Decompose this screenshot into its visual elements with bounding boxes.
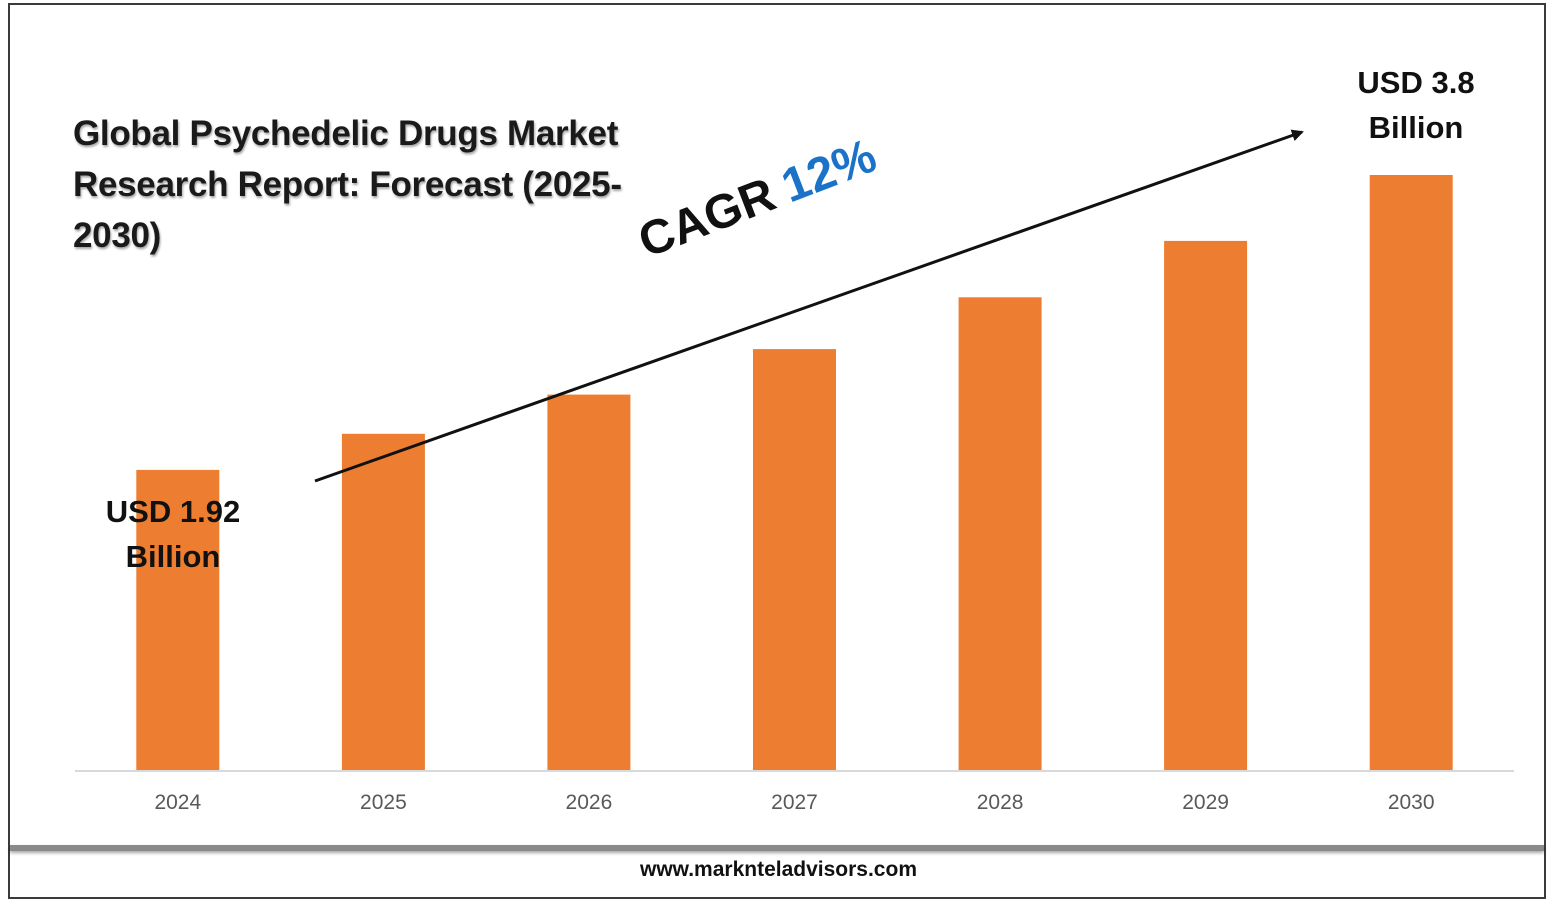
- trend-arrow: [314, 129, 1304, 483]
- bar-2024: [136, 469, 220, 771]
- x-tick-label-2027: 2027: [771, 791, 818, 814]
- bar-2026: [547, 394, 631, 771]
- bar-2029: [1164, 240, 1248, 771]
- x-tick-label-2025: 2025: [360, 791, 407, 814]
- footer-divider: [10, 845, 1544, 851]
- x-tick-label-2029: 2029: [1182, 791, 1229, 814]
- x-tick-label-2026: 2026: [566, 791, 613, 814]
- x-tick-label-2024: 2024: [154, 791, 201, 814]
- x-tick-label-2030: 2030: [1388, 791, 1435, 814]
- x-tick-label-2028: 2028: [977, 791, 1024, 814]
- bar-2028: [958, 297, 1042, 771]
- bar-2027: [753, 349, 836, 771]
- first-value-label: USD 1.92 Billion: [105, 494, 241, 574]
- chart-title: Global Psychedelic Drugs Market Research…: [73, 114, 622, 255]
- last-value-label: USD 3.8 Billion: [1357, 65, 1475, 145]
- bar-2030: [1369, 175, 1453, 771]
- website-link[interactable]: www.marknteladvisors.com: [640, 858, 917, 881]
- bar-2025: [341, 433, 425, 771]
